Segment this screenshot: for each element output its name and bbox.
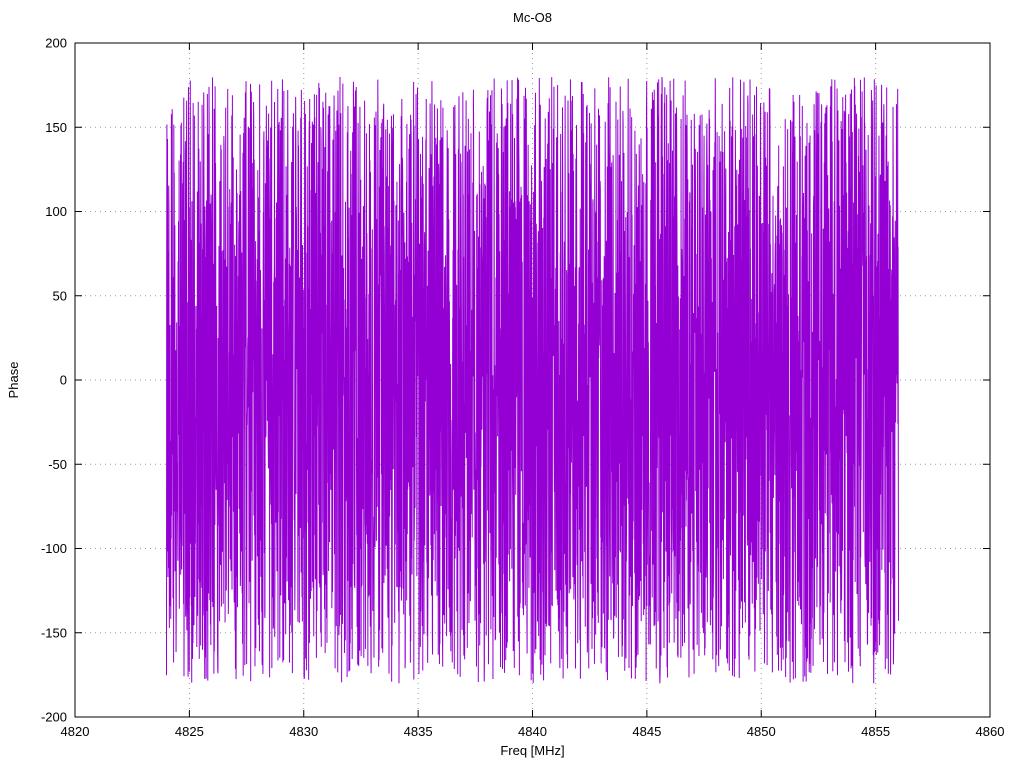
x-tick-label: 4860 <box>976 724 1005 739</box>
y-tick-label: 200 <box>45 36 67 51</box>
y-tick-label: 150 <box>45 120 67 135</box>
tick-marks <box>74 42 991 718</box>
x-tick-label: 4850 <box>747 724 776 739</box>
y-tick-label: -100 <box>41 541 67 556</box>
tick-labels: 4820 4825 4830 4835 4840 4845 4850 4855 4860 -200… <box>41 36 1004 740</box>
x-tick-label: 4825 <box>175 724 204 739</box>
x-tick-label: 4855 <box>861 724 890 739</box>
x-axis-label: Freq [MHz] <box>500 743 565 758</box>
x-tick-label: 4830 <box>289 724 318 739</box>
x-tick-label: 4820 <box>61 724 90 739</box>
series-mc-o8-phase <box>166 76 899 684</box>
y-tick-label: 0 <box>60 373 67 388</box>
y-tick-label: -50 <box>48 457 67 472</box>
chart-title: Mc-O8 <box>513 10 552 25</box>
x-tick-label: 4840 <box>518 724 547 739</box>
x-tick-label: 4845 <box>632 724 661 739</box>
y-tick-label: 50 <box>53 288 67 303</box>
y-tick-label: -150 <box>41 625 67 640</box>
y-tick-label: -200 <box>41 710 67 725</box>
y-tick-label: 100 <box>45 204 67 219</box>
x-tick-label: 4835 <box>404 724 433 739</box>
